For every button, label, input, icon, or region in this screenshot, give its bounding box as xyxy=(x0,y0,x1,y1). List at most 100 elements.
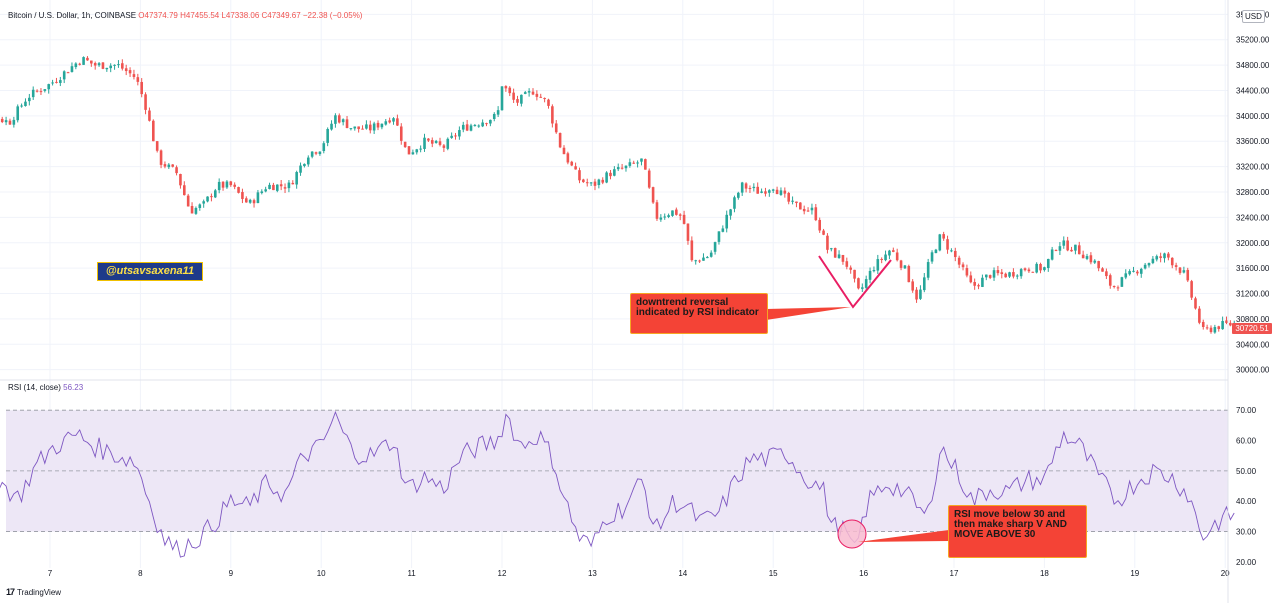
candle-body xyxy=(1124,273,1128,278)
candle-body xyxy=(675,209,678,215)
candle-body xyxy=(527,91,531,93)
candle-body xyxy=(90,60,93,64)
candle-body xyxy=(1170,257,1174,266)
candle-body xyxy=(272,184,275,191)
candle-body xyxy=(849,267,852,270)
time-tick-label: 8 xyxy=(138,569,143,578)
candle-body xyxy=(814,207,818,221)
candle-body xyxy=(248,199,252,203)
candle-body xyxy=(163,164,167,167)
candle-body xyxy=(892,250,895,252)
candle-body xyxy=(376,122,380,128)
price-tick-label: 30000.00 xyxy=(1236,366,1270,375)
candle-body xyxy=(771,189,775,191)
candlestick-series xyxy=(0,56,1236,334)
candle-body xyxy=(826,235,829,250)
candle-body xyxy=(345,119,349,128)
time-tick-label: 13 xyxy=(588,569,597,578)
candle-body xyxy=(884,254,887,261)
candle-body xyxy=(907,266,911,283)
candle-body xyxy=(570,161,574,166)
candle-body xyxy=(8,120,12,125)
tradingview-brand: TradingView xyxy=(17,587,62,597)
candle-body xyxy=(973,281,976,286)
rsi-tick-label: 40.00 xyxy=(1236,497,1257,506)
candle-body xyxy=(1074,244,1077,251)
candle-body xyxy=(206,196,209,202)
candle-body xyxy=(12,119,16,125)
candle-body xyxy=(465,124,469,131)
candle-body xyxy=(682,214,686,224)
tradingview-footer[interactable]: 17 TradingView xyxy=(6,587,61,597)
candle-body xyxy=(748,187,752,189)
candle-body xyxy=(640,158,643,162)
candle-body xyxy=(678,214,682,216)
candle-body xyxy=(597,179,601,186)
candle-body xyxy=(969,275,973,283)
candle-body xyxy=(504,86,508,89)
candle-body xyxy=(500,86,504,111)
rsi-legend: RSI (14, close) 56.23 xyxy=(8,383,83,392)
candle-body xyxy=(47,84,51,90)
candle-body xyxy=(1031,271,1035,273)
candle-body xyxy=(911,281,914,291)
candle-body xyxy=(446,138,450,149)
candle-body xyxy=(473,125,477,127)
candle-body xyxy=(655,202,659,219)
candle-body xyxy=(566,153,570,163)
candle-body xyxy=(1128,271,1131,275)
candle-body xyxy=(461,124,465,130)
candle-body xyxy=(779,190,783,195)
candle-body xyxy=(51,82,54,84)
candle-body xyxy=(1089,255,1093,263)
candle-body xyxy=(872,270,876,272)
candle-body xyxy=(74,63,78,68)
candle-body xyxy=(1093,260,1097,263)
candle-body xyxy=(59,80,62,83)
rsi-axis[interactable]: 20.00 30.00 40.00 50.00 60.00 70.00 xyxy=(1236,406,1257,567)
candle-body xyxy=(1015,275,1019,277)
price-axis[interactable]: 30000.00 30400.00 30800.00 31200.00 31600.00… xyxy=(1236,10,1270,374)
candle-body xyxy=(582,179,585,183)
candle-body xyxy=(155,141,159,151)
candle-body xyxy=(1163,253,1166,259)
candle-body xyxy=(1097,261,1100,269)
candle-body xyxy=(86,57,89,61)
candle-body xyxy=(539,96,543,98)
symbol-legend: Bitcoin / U.S. Dollar, 1h, COINBASE O473… xyxy=(8,11,362,20)
candle-body xyxy=(28,97,31,102)
candle-body xyxy=(671,210,674,216)
author-watermark: @utsavsaxena11 xyxy=(97,262,203,281)
time-axis[interactable]: 7 8 9 10 11 12 13 14 15 16 17 18 19 20 xyxy=(48,569,1230,578)
candle-body xyxy=(1147,263,1151,266)
candle-body xyxy=(1085,256,1089,259)
candle-body xyxy=(922,277,926,291)
candle-body xyxy=(1004,273,1007,278)
candle-body xyxy=(965,268,969,276)
candle-body xyxy=(326,129,329,143)
candle-body xyxy=(737,192,740,198)
candle-body xyxy=(961,264,965,268)
candle-body xyxy=(1054,250,1058,252)
price-tick-label: 32800.00 xyxy=(1236,188,1270,197)
rsi-tick-label: 30.00 xyxy=(1236,528,1257,537)
candle-body xyxy=(403,141,407,148)
candle-body xyxy=(252,200,256,204)
candle-body xyxy=(423,137,426,149)
candle-body xyxy=(322,143,326,152)
time-tick-label: 17 xyxy=(950,569,959,578)
candle-body xyxy=(469,125,473,131)
candle-body xyxy=(16,106,20,121)
currency-tag[interactable]: USD xyxy=(1242,10,1265,23)
price-tick-label: 33600.00 xyxy=(1236,137,1270,146)
candle-body xyxy=(93,63,97,66)
candle-body xyxy=(818,219,821,231)
candle-body xyxy=(117,64,120,66)
candle-body xyxy=(706,257,709,259)
candle-body xyxy=(830,248,833,250)
time-tick-label: 18 xyxy=(1040,569,1049,578)
candle-body xyxy=(795,201,798,204)
candle-body xyxy=(128,70,132,74)
rsi-tick-label: 20.00 xyxy=(1236,558,1257,567)
candle-body xyxy=(841,254,845,262)
